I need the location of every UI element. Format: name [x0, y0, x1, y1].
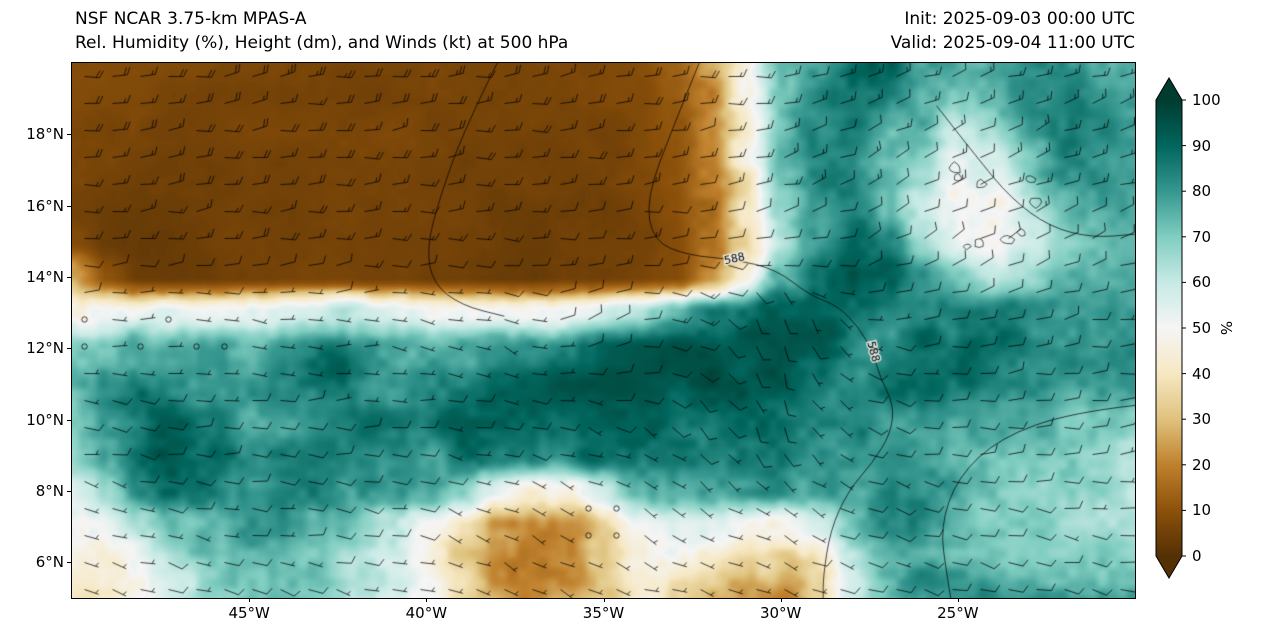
y-tick-label: 10°N: [26, 410, 64, 429]
field-title: Rel. Humidity (%), Height (dm), and Wind…: [75, 33, 569, 53]
init-time: Init: 2025-09-03 00:00 UTC: [904, 9, 1135, 29]
y-tick-mark: [67, 277, 71, 278]
colorbar-tick-label: 60: [1192, 273, 1212, 292]
colorbar-tick-label: 90: [1192, 136, 1212, 155]
time-block: Init: 2025-09-03 00:00 UTC Valid: 2025-0…: [891, 7, 1135, 55]
y-tick-mark: [67, 205, 71, 207]
map-plot-frame: [71, 62, 1136, 599]
colorbar-tick-label: 100: [1192, 91, 1221, 109]
model-title: NSF NCAR 3.75-km MPAS-A: [75, 9, 307, 29]
colorbar-tick-label: 50: [1192, 319, 1212, 337]
colorbar-tick-label: 40: [1192, 364, 1212, 383]
y-tick-mark: [67, 491, 71, 492]
x-tick-mark: [249, 598, 251, 602]
y-tick-label: 14°N: [26, 268, 64, 286]
x-tick-label: 25°W: [937, 604, 979, 622]
y-tick-mark: [67, 562, 71, 564]
y-tick-mark: [67, 348, 71, 350]
colorbar-tick-label: 20: [1192, 455, 1212, 474]
colorbar-tick-label: 30: [1192, 410, 1212, 429]
y-tick-label: 16°N: [26, 196, 64, 215]
x-tick-mark: [780, 598, 782, 602]
y-tick-label: 12°N: [26, 339, 64, 358]
colorbar-body: [1155, 77, 1183, 579]
y-tick-label: 6°N: [35, 553, 64, 572]
y-tick-mark: [67, 419, 71, 421]
y-tick-label: 8°N: [35, 482, 64, 500]
x-tick-label: 40°W: [405, 604, 448, 622]
y-tick-label: 18°N: [26, 125, 64, 144]
colorbar-tick-label: 10: [1192, 501, 1212, 520]
y-tick-mark: [67, 134, 71, 136]
x-tick-label: 45°W: [228, 604, 270, 622]
colorbar: [1153, 76, 1193, 588]
x-tick-label: 30°W: [759, 604, 802, 622]
colorbar-tick-label: 70: [1192, 227, 1212, 246]
humidity-wind-map-canvas: [72, 63, 1135, 598]
valid-time: Valid: 2025-09-04 11:00 UTC: [890, 33, 1135, 53]
title-block: NSF NCAR 3.75-km MPAS-A Rel. Humidity (%…: [75, 7, 568, 55]
colorbar-svg: [1155, 77, 1186, 579]
colorbar-tick-label: 0: [1192, 547, 1202, 565]
x-tick-mark: [426, 598, 428, 602]
x-tick-label: 35°W: [582, 604, 625, 622]
x-tick-mark: [603, 598, 605, 602]
x-tick-mark: [957, 598, 959, 602]
colorbar-unit-label: %: [1217, 320, 1235, 336]
colorbar-tick-label: 80: [1192, 182, 1212, 201]
